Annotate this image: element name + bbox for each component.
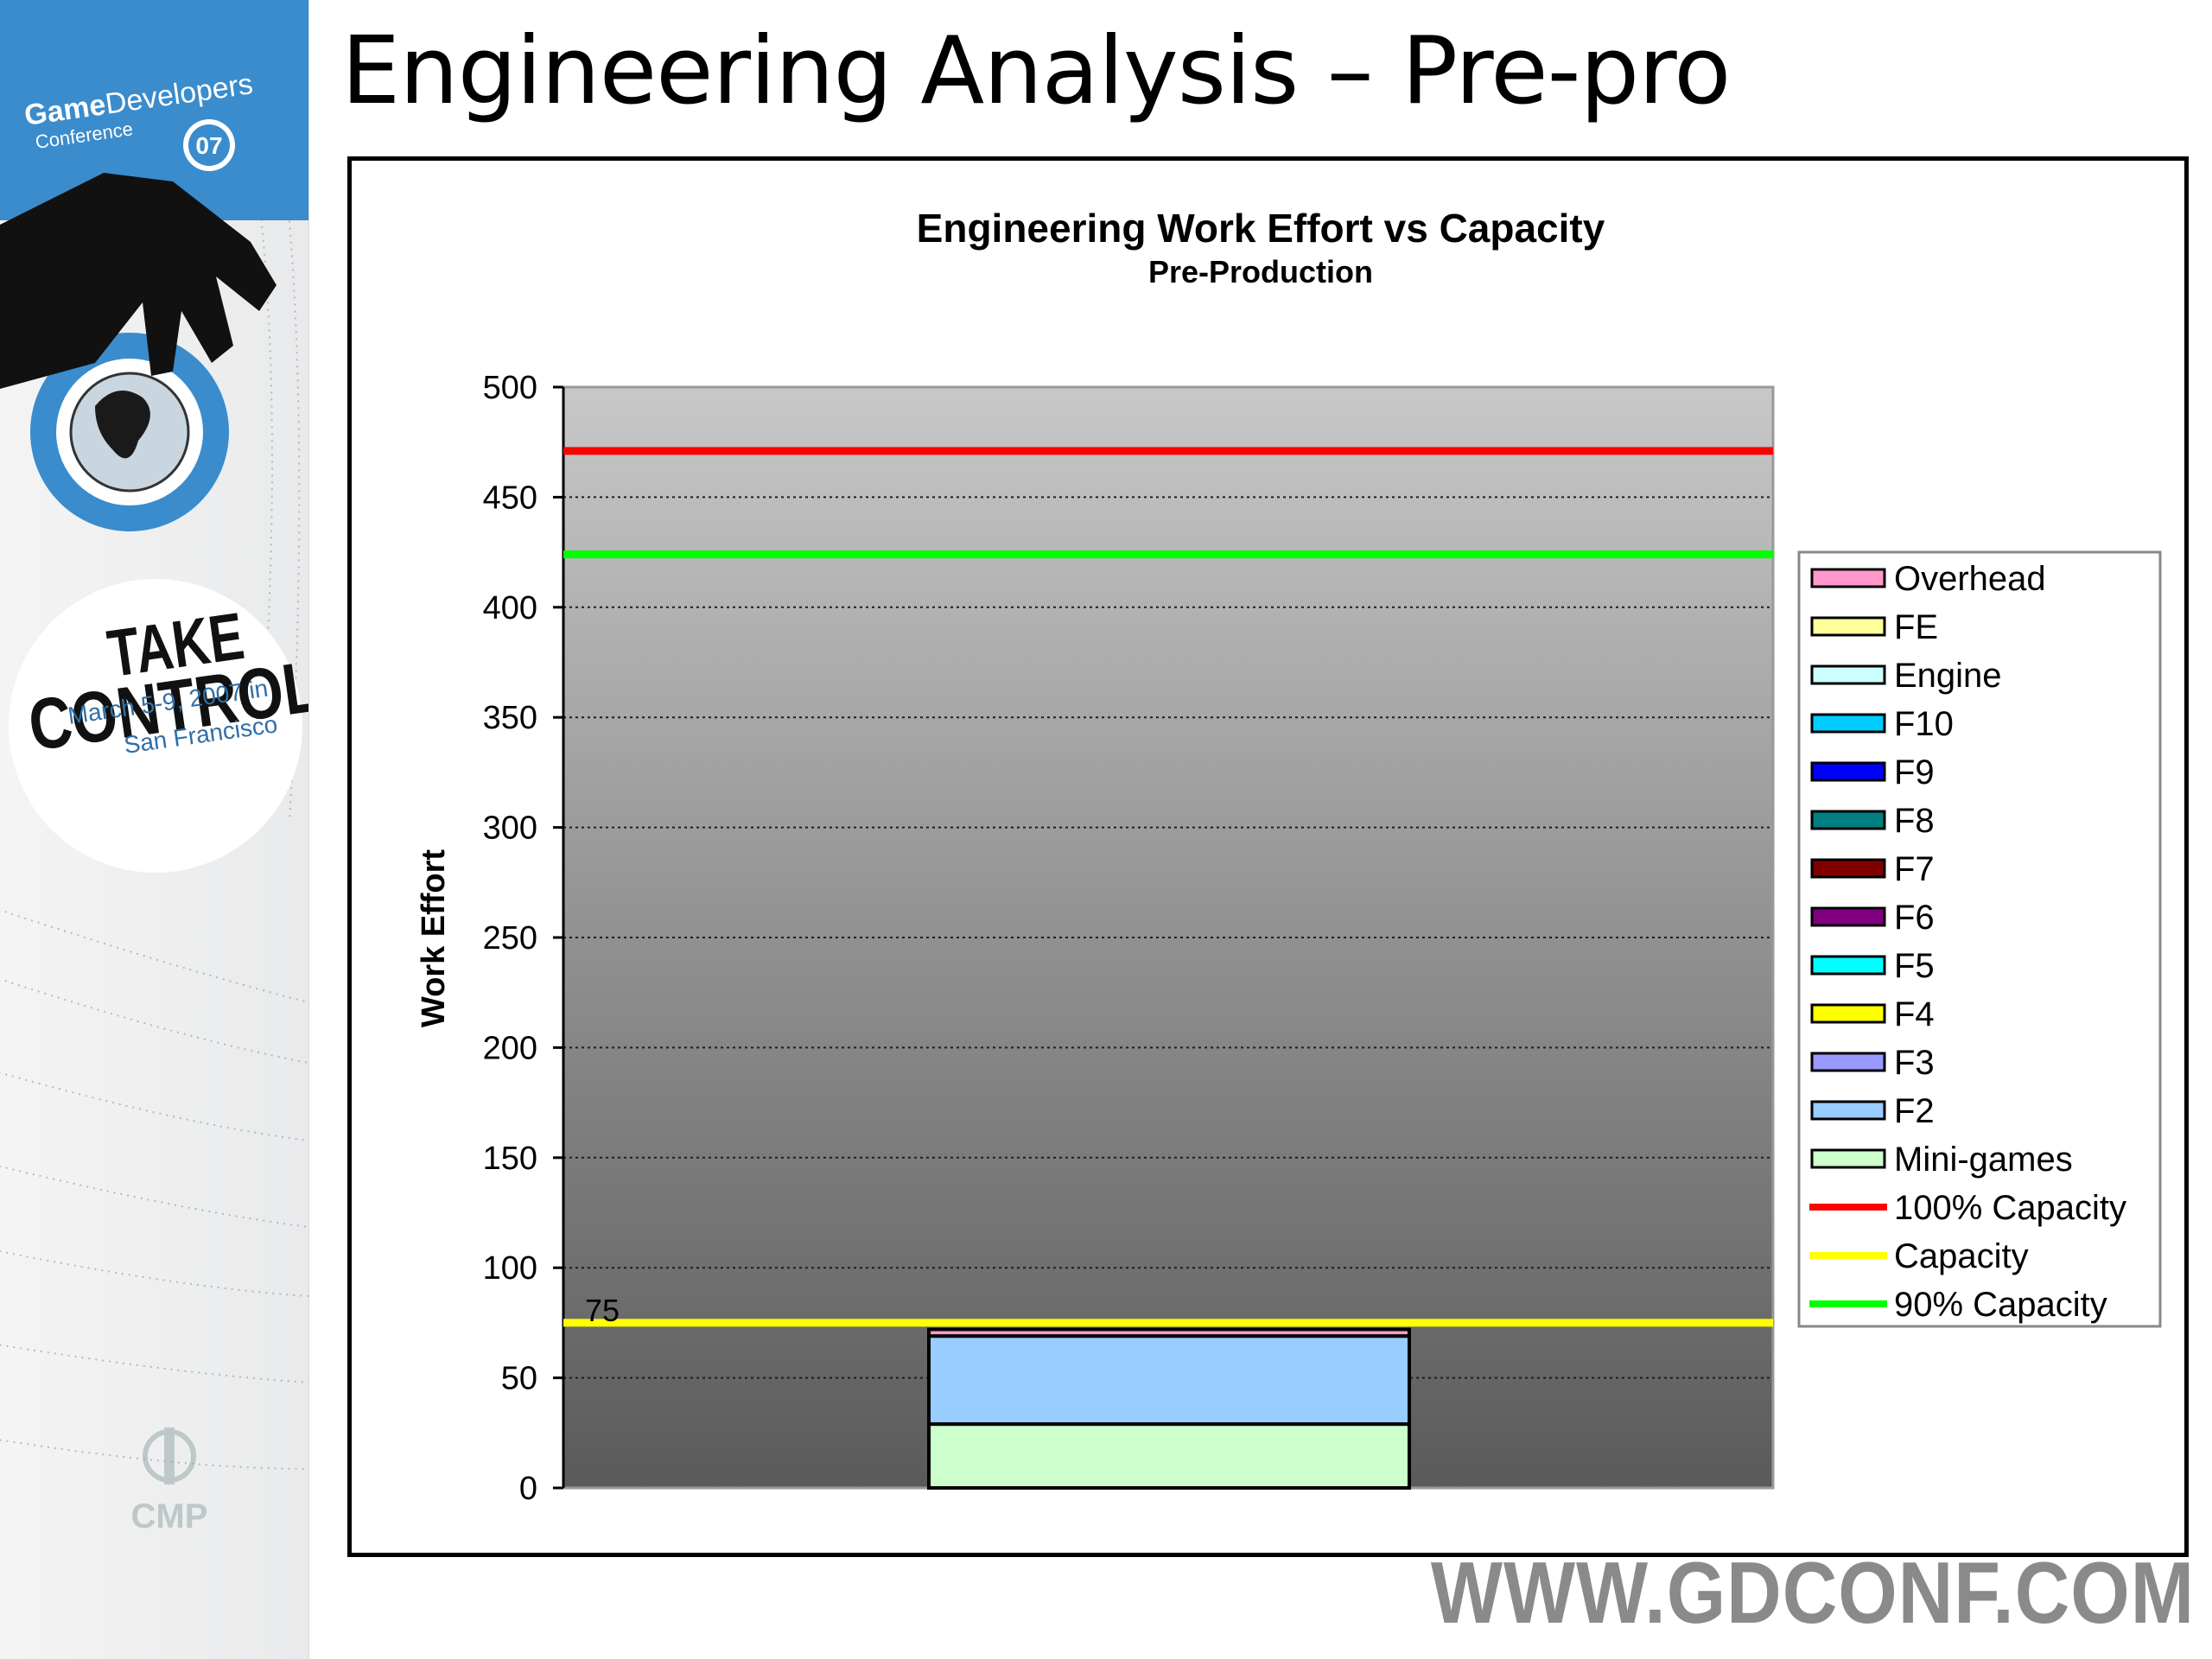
legend-label: F6 (1894, 899, 1935, 937)
y-tick-label: 350 (483, 700, 537, 736)
y-tick-label: 400 (483, 590, 537, 626)
y-axis-label: Work Effort (416, 849, 452, 1028)
legend-label: Engine (1894, 657, 2002, 695)
bar-segment-overhead (927, 1327, 1411, 1338)
footer-url: WWW.GDCONF.COM (1430, 1542, 2195, 1642)
legend-label: Overhead (1894, 560, 2046, 598)
legend-swatch (1810, 616, 1886, 637)
y-tick-label: 250 (483, 920, 537, 957)
legend-swatch (1810, 664, 1886, 685)
slide-title: Engineering Analysis – Pre-pro (341, 17, 1731, 125)
legend-label: F9 (1894, 753, 1935, 791)
legend-swatch (1810, 1100, 1886, 1121)
legend-label: Capacity (1894, 1237, 2029, 1275)
data-label: 75 (585, 1293, 620, 1328)
hand-icon (0, 173, 276, 389)
chart-subtitle: Pre-Production (1148, 254, 1373, 289)
y-tick-label: 450 (483, 480, 537, 516)
chart-canvas: Engineering Work Effort vs Capacity Pre-… (416, 206, 2162, 1507)
legend-swatch (1810, 810, 1886, 830)
conference-sidebar: GameDevelopers Conference 07 TAKE CONTRO… (0, 0, 309, 1659)
legend-swatch (1810, 858, 1886, 879)
y-tick-label: 300 (483, 810, 537, 847)
legend-label: 100% Capacity (1894, 1189, 2126, 1227)
legend-swatch (1810, 568, 1886, 588)
sponsor-name: CMP (131, 1497, 208, 1535)
y-tick-label: 150 (483, 1141, 537, 1177)
legend-swatch (1810, 1052, 1886, 1072)
y-tick-label: 100 (483, 1250, 537, 1287)
legend-label: F8 (1894, 802, 1935, 840)
legend-label: F3 (1894, 1044, 1935, 1082)
legend-label: F2 (1894, 1092, 1935, 1130)
y-tick-label: 500 (483, 370, 537, 406)
bar-segment-mini-games (927, 1422, 1411, 1491)
chart-frame: Engineering Work Effort vs Capacity Pre-… (347, 156, 2189, 1557)
legend-label: F5 (1894, 947, 1935, 985)
legend-label: F7 (1894, 850, 1935, 888)
legend-swatch (1810, 955, 1886, 976)
legend-swatch (1810, 1003, 1886, 1024)
cmp-logo: CMP (131, 1427, 208, 1535)
legend-label: F10 (1894, 705, 1954, 743)
legend-label: 90% Capacity (1894, 1286, 2107, 1324)
conference-branding: GameDevelopers Conference 07 TAKE CONTRO… (0, 0, 308, 1535)
legend-label: FE (1894, 608, 1938, 646)
logo-year: 07 (195, 132, 222, 159)
chart-title: Engineering Work Effort vs Capacity (917, 206, 1605, 251)
legend-swatch (1810, 761, 1886, 782)
y-tick-label: 200 (483, 1030, 537, 1066)
legend-label: F4 (1894, 995, 1935, 1033)
y-tick-label: 0 (519, 1471, 537, 1507)
legend-swatch (1810, 906, 1886, 927)
bar-segment-f2 (927, 1334, 1411, 1427)
legend-swatch (1810, 1148, 1886, 1169)
y-tick-label: 50 (501, 1361, 537, 1397)
legend-swatch (1810, 713, 1886, 734)
legend-label: Mini-games (1894, 1141, 2073, 1179)
